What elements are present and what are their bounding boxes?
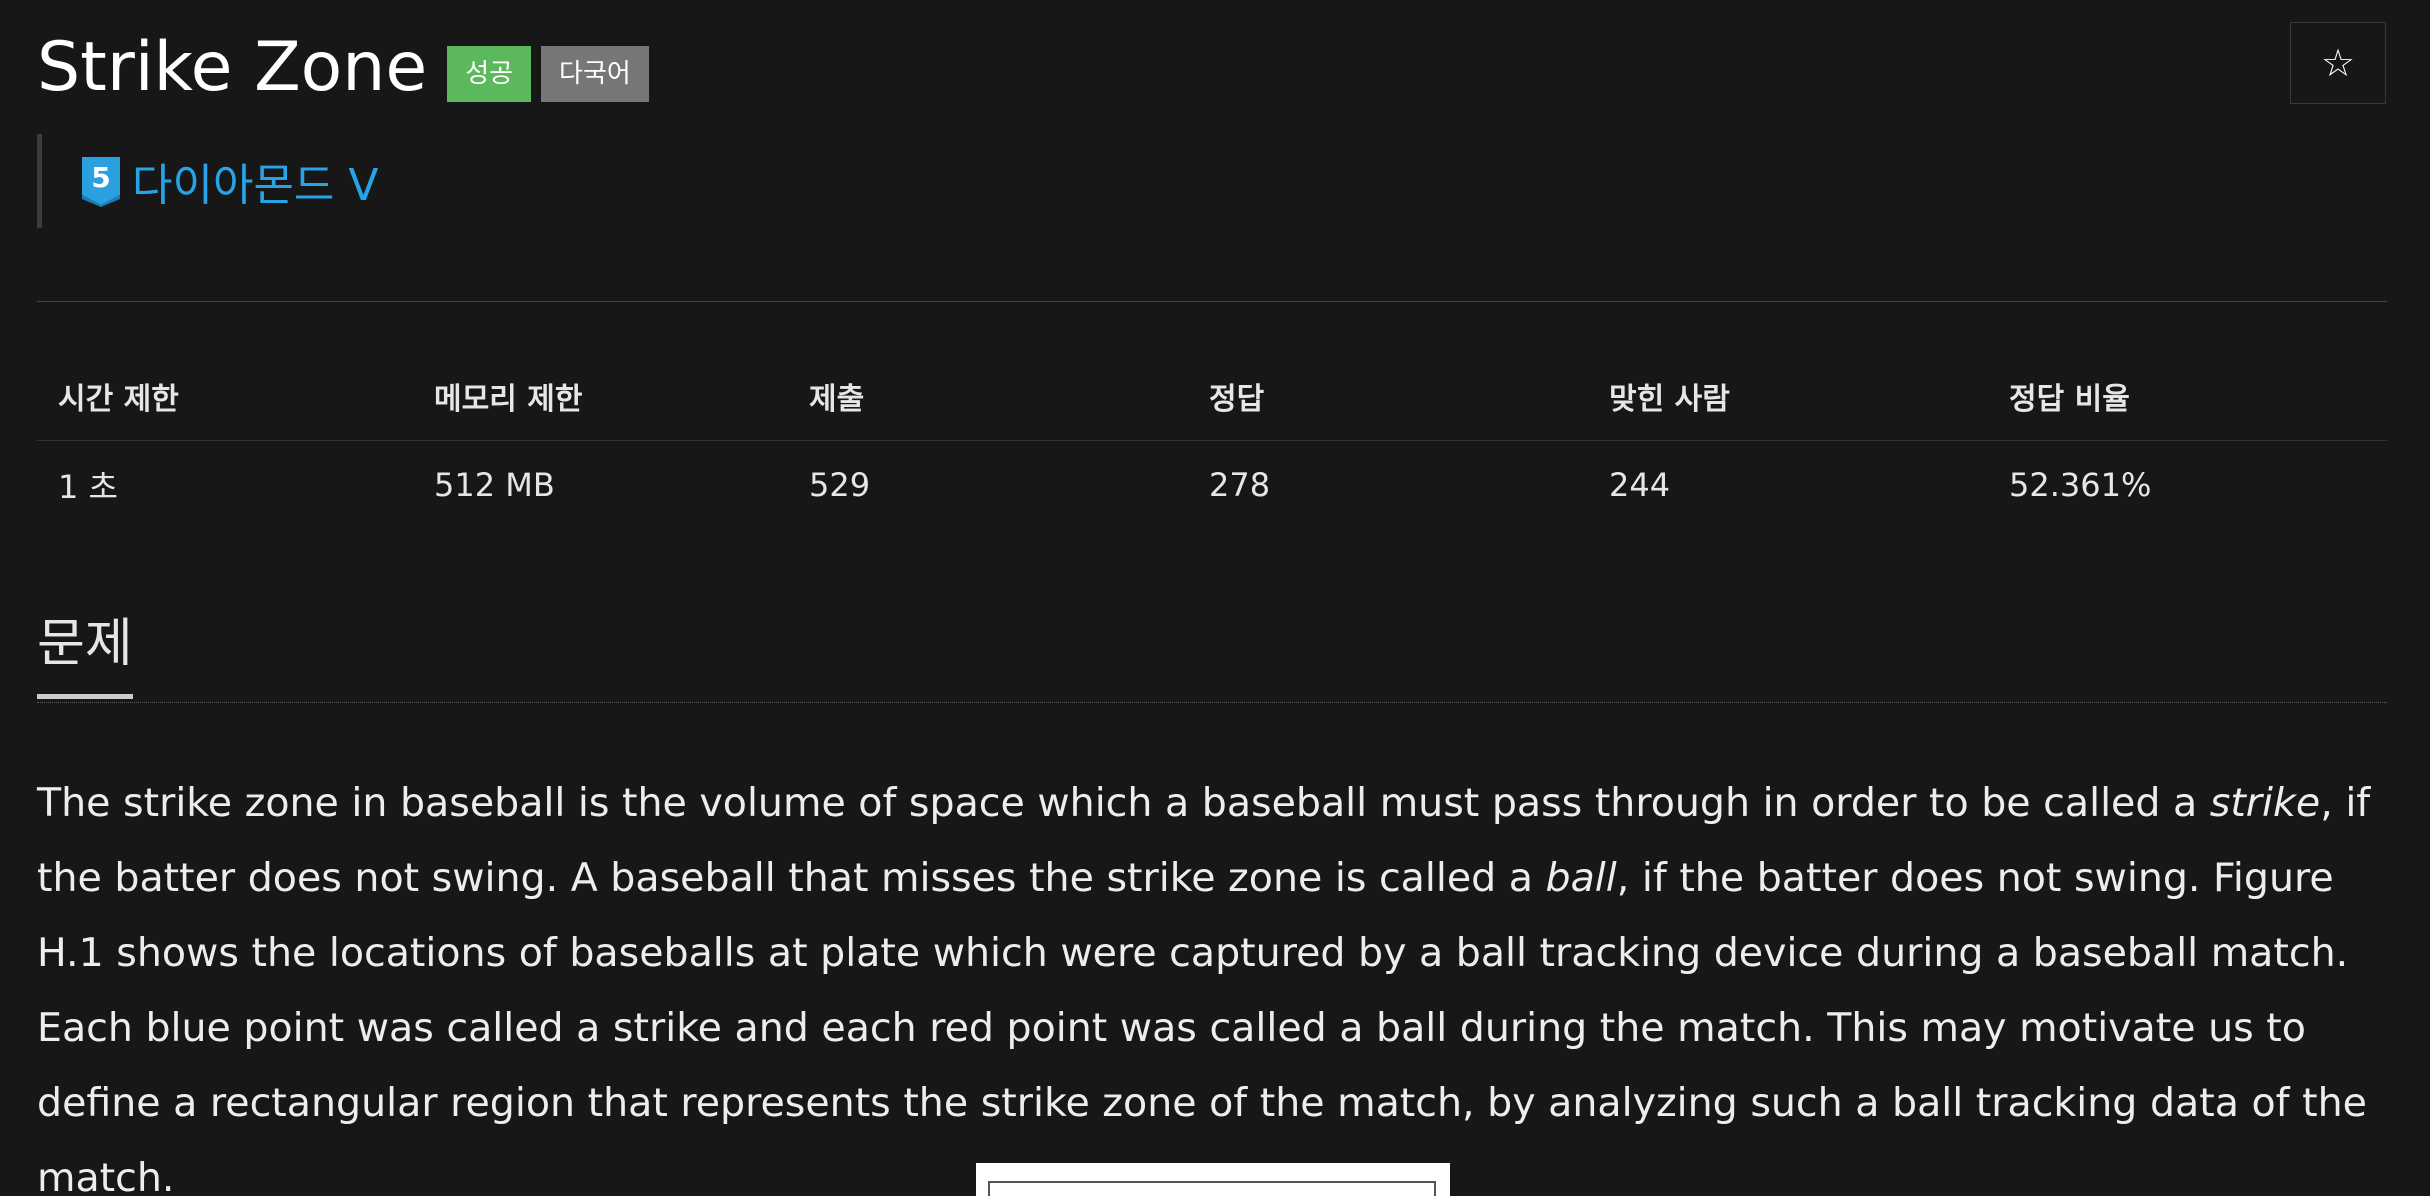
header-submissions: 제출: [788, 352, 1188, 441]
tier-link[interactable]: 다이아몬드 V: [132, 160, 379, 211]
info-header-row: 시간 제한 메모리 제한 제출 정답 맞힌 사람 정답 비율: [37, 352, 2387, 441]
tier-diamond-icon: 5: [82, 157, 120, 207]
star-icon: ☆: [2320, 41, 2356, 85]
favorite-button[interactable]: ☆: [2290, 22, 2386, 104]
description-ball-term: ball: [1545, 855, 1617, 901]
figure-plot-border: [988, 1181, 1436, 1196]
header-time-limit: 시간 제한: [37, 352, 413, 441]
problem-info-table: 시간 제한 메모리 제한 제출 정답 맞힌 사람 정답 비율 1 초 512 M…: [37, 352, 2387, 529]
header-accepted: 정답: [1188, 352, 1588, 441]
value-time-limit: 1 초: [58, 468, 118, 506]
description-part-3: , if the batter does not swing. Figure H…: [37, 855, 2367, 1196]
section-title: 문제: [37, 604, 133, 699]
value-submissions[interactable]: 529: [809, 466, 871, 504]
value-accept-ratio: 52.361%: [2009, 466, 2152, 504]
description-part-2: , if the batter does not swing. A baseba…: [37, 780, 2371, 901]
header-accept-ratio: 정답 비율: [1988, 352, 2387, 441]
problem-title: Strike Zone: [37, 28, 428, 107]
value-solvers[interactable]: 244: [1609, 466, 1671, 504]
tier-blockquote: 5 다이아몬드 V: [37, 134, 379, 228]
description-strike-term: strike: [2209, 780, 2321, 826]
tier-level-number: 5: [91, 161, 110, 194]
figure-image: [976, 1163, 1450, 1196]
info-value-row: 1 초 512 MB 529 278 244 52.361%: [37, 441, 2387, 530]
problem-header: Strike Zone 성공 다국어: [37, 20, 649, 116]
multilang-badge[interactable]: 다국어: [541, 46, 649, 102]
header-solvers: 맞힌 사람: [1588, 352, 1988, 441]
value-accepted[interactable]: 278: [1209, 466, 1271, 504]
problem-description: The strike zone in baseball is the volum…: [37, 766, 2407, 1196]
value-memory-limit: 512 MB: [434, 466, 555, 504]
problem-section-header: 문제: [37, 604, 2387, 703]
header-memory-limit: 메모리 제한: [413, 352, 788, 441]
header-divider: [37, 301, 2387, 302]
description-part-1: The strike zone in baseball is the volum…: [37, 780, 2210, 826]
success-badge: 성공: [447, 46, 532, 102]
